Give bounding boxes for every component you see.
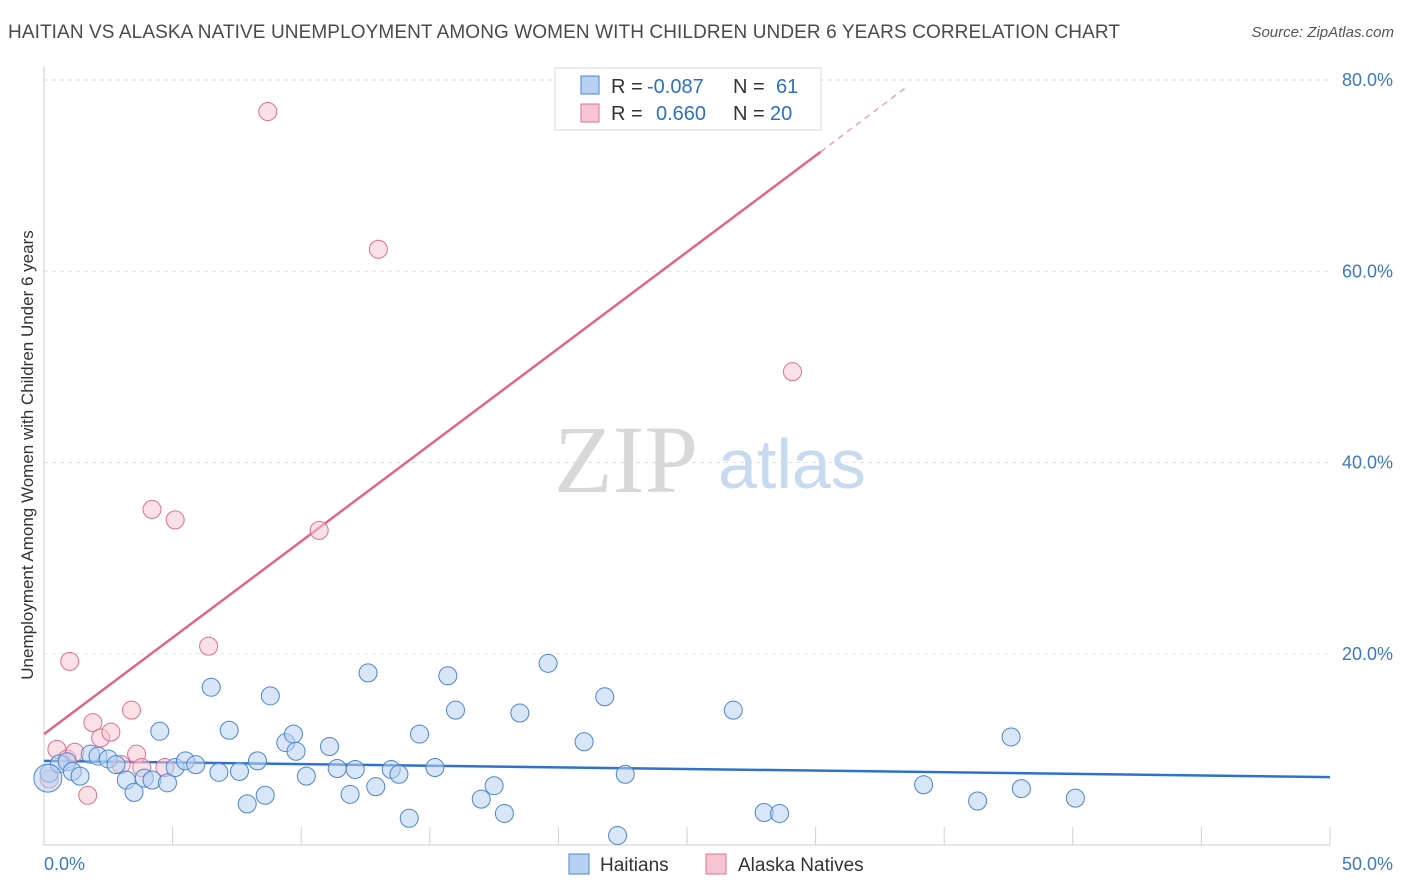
haitians-point [70,766,90,786]
haitians-point [968,791,988,811]
bottom-legend-swatch-haitians [568,853,590,875]
haitians-point [150,721,170,741]
legend-n-value: 61 [776,76,798,98]
haitians-point [1065,788,1085,808]
haitians-point [209,762,229,782]
alaska-natives-point [101,722,121,742]
haitians-point [106,755,126,775]
alaska-natives-point [142,499,162,519]
haitians-point [157,773,177,793]
watermark-zip: ZIP [554,406,698,513]
haitians-point [723,700,743,720]
series-legend: Haitians Alaska Natives [568,853,864,876]
x-tick-label: 50.0% [1342,854,1393,874]
legend-n-label: N = [733,103,765,125]
haitians-point [494,803,514,823]
alaska-natives-trend-extension [820,87,907,153]
alaska-natives-point [121,700,141,720]
alaska-natives-trend-line [43,150,822,736]
y-axis-title: Unemployment Among Women with Children U… [18,230,37,679]
source-label: Source: ZipAtlas.com [1251,24,1394,41]
legend-swatch-haitians [580,75,600,95]
haitians-point [296,766,316,786]
y-tick-label: 20.0% [1342,644,1393,664]
legend-r-value: -0.087 [647,76,704,98]
alaska-natives-point [199,636,219,656]
haitians-point [186,755,206,775]
grid-lines [44,79,1330,655]
correlation-legend: R = -0.087 N = 61 R = 0.660 N = 20 [554,67,822,131]
haitians-point [438,666,458,686]
alaska-natives-point [83,713,103,733]
haitians-point [255,785,275,805]
haitians-point [615,764,635,784]
haitians-point [237,794,257,814]
y-tick-labels: 20.0% 40.0% 60.0% 80.0% [1342,70,1393,664]
haitians-point [446,700,466,720]
haitians-point [283,724,303,744]
alaska-natives-point [165,510,185,530]
haitians-point [471,789,491,809]
haitians-point [1011,779,1031,799]
bottom-legend-haitians: Haitians [600,855,669,876]
chart-title: HAITIAN VS ALASKA NATIVE UNEMPLOYMENT AM… [8,22,1121,43]
haitians-point [319,737,339,757]
haitians-point [229,761,249,781]
watermark-atlas: atlas [718,425,866,503]
legend-n-value: 20 [770,103,792,125]
haitians-point [327,759,347,778]
haitians-point [358,663,378,683]
x-tick-label: 0.0% [44,854,85,874]
haitians-point [538,653,558,673]
haitians-point [595,687,615,707]
haitians-point [124,782,144,802]
haitians-point [366,777,386,797]
y-tick-label: 40.0% [1342,453,1393,473]
bottom-legend-swatch-alaska [705,853,727,875]
haitians-point [608,825,628,845]
legend-n-label: N = [733,76,765,98]
alaska-natives-point [782,362,802,382]
haitians-point [510,703,530,723]
haitians-point [484,776,504,796]
haitians-point [770,803,790,823]
watermark: ZIP atlas [554,406,866,513]
haitians-point [410,724,430,744]
legend-r-label: R = [611,76,643,98]
legend-r-value: 0.660 [656,103,706,125]
haitians-point [260,686,280,706]
haitians-point [219,720,239,740]
haitians-point [345,759,365,779]
haitians-point [1001,727,1021,747]
haitians-point [914,775,934,795]
haitians-points [33,653,1085,845]
alaska-natives-point [258,102,278,122]
haitians-point [574,732,594,752]
alaska-natives-point [60,651,80,671]
haitians-point [399,808,419,828]
y-tick-label: 60.0% [1342,261,1393,281]
haitians-point [425,758,445,778]
alaska-natives-point [309,520,329,540]
y-tick-label: 80.0% [1342,70,1393,90]
haitians-point [286,741,306,761]
haitians-point [142,770,162,790]
legend-r-label: R = [611,103,643,125]
legend-swatch-alaska [580,103,600,123]
haitians-point [201,677,221,697]
x-tick-labels: 0.0% 50.0% [44,854,1393,874]
axes [43,66,1331,846]
alaska-natives-point [368,239,388,259]
haitians-point [33,763,63,793]
bottom-legend-alaska: Alaska Natives [738,855,864,876]
haitians-point [389,764,409,784]
haitians-point [247,751,267,771]
alaska-natives-point [78,785,98,805]
haitians-point [340,784,360,804]
